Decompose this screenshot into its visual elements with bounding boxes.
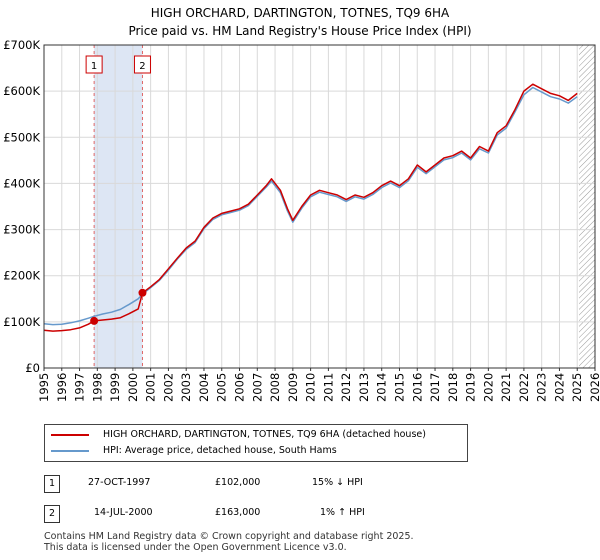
x-tick-label: 2008: [268, 373, 282, 402]
legend-swatch-property: [51, 434, 89, 436]
sale-number-badge: 1: [44, 475, 60, 493]
sale-hpi-diff: 1% ↑ HPI: [320, 507, 365, 518]
y-tick-label: £300K: [3, 223, 40, 237]
sale-marker-label: 1: [91, 61, 97, 72]
y-tick-label: £200K: [3, 269, 40, 283]
y-tick-label: £400K: [3, 176, 40, 190]
x-tick-label: 2010: [304, 373, 318, 402]
x-tick-label: 2007: [250, 373, 264, 402]
sale-date: 14-JUL-2000: [94, 507, 153, 518]
legend-label-property: HIGH ORCHARD, DARTINGTON, TOTNES, TQ9 6H…: [103, 429, 426, 440]
y-tick-label: £600K: [3, 84, 40, 98]
sale-point: [138, 288, 147, 297]
x-tick-label: 2021: [499, 373, 513, 402]
x-tick-label: 2002: [161, 373, 175, 402]
legend: HIGH ORCHARD, DARTINGTON, TOTNES, TQ9 6H…: [44, 424, 468, 462]
chart-title-line1: HIGH ORCHARD, DARTINGTON, TOTNES, TQ9 6H…: [150, 6, 450, 20]
x-tick-label: 2014: [375, 373, 389, 402]
x-tick-label: 2023: [535, 373, 549, 402]
sale-marker-box: [85, 55, 103, 74]
hpi-line: [43, 86, 578, 326]
x-tick-label: 2001: [144, 373, 158, 402]
y-tick-label: £500K: [3, 130, 40, 144]
price-chart: £0 £100K £200K £300K £400K £500K £600K £700K 199…: [3, 38, 600, 402]
legend-swatch-hpi: [51, 450, 89, 452]
sale-point: [90, 316, 99, 325]
x-tick-label: 2004: [197, 373, 211, 402]
footer-attribution: Contains HM Land Registry data © Crown c…: [44, 531, 414, 553]
x-tick-label: 2009: [286, 373, 300, 402]
sale-marker-label: 2: [139, 61, 145, 72]
chart-title: HIGH ORCHARD, DARTINGTON, TOTNES, TQ9 6H…: [0, 4, 600, 40]
y-tick-label: £700K: [3, 38, 40, 52]
x-tick-label: 2025: [570, 373, 584, 402]
x-tick-label: 2012: [339, 373, 353, 402]
sale-price: £163,000: [215, 507, 261, 518]
footer-line2: This data is licensed under the Open Gov…: [44, 542, 347, 553]
x-tick-label: 1998: [90, 373, 104, 402]
x-tick-label: 1996: [55, 373, 69, 402]
x-tick-label: 2013: [357, 373, 371, 402]
x-tick-label: 2024: [552, 373, 566, 402]
chart-title-line2: Price paid vs. HM Land Registry's House …: [128, 24, 472, 38]
sale-price: £102,000: [215, 477, 261, 488]
x-tick-label: 2005: [215, 373, 229, 402]
x-tick-label: 1995: [37, 373, 51, 402]
footer-line1: Contains HM Land Registry data © Crown c…: [44, 531, 414, 542]
x-tick-label: 2015: [392, 373, 406, 402]
property-price-line: [43, 83, 578, 332]
future-hatch: [579, 45, 595, 368]
x-tick-label: 2003: [179, 373, 193, 402]
sale-hpi-diff: 15% ↓ HPI: [312, 477, 363, 488]
y-tick-label: £100K: [3, 315, 40, 329]
x-tick-label: 2022: [517, 373, 531, 402]
y-tick-label: £0: [25, 361, 40, 375]
x-tick-label: 2018: [446, 373, 460, 402]
x-tick-label: 2026: [588, 373, 600, 402]
x-tick-label: 1997: [73, 373, 87, 402]
sale-date: 27-OCT-1997: [88, 477, 151, 488]
x-tick-label: 2011: [321, 373, 335, 402]
x-tick-label: 2019: [464, 373, 478, 402]
x-tick-label: 2000: [126, 373, 140, 402]
plot-frame: [43, 44, 596, 369]
legend-label-hpi: HPI: Average price, detached house, Sout…: [103, 445, 337, 456]
x-tick-label: 2016: [410, 373, 424, 402]
x-tick-label: 2006: [233, 373, 247, 402]
sale-number-badge: 2: [44, 505, 60, 523]
x-tick-label: 2017: [428, 373, 442, 402]
sale-marker-box: [133, 55, 151, 74]
x-tick-label: 2020: [481, 373, 495, 402]
x-tick-label: 1999: [108, 373, 122, 402]
